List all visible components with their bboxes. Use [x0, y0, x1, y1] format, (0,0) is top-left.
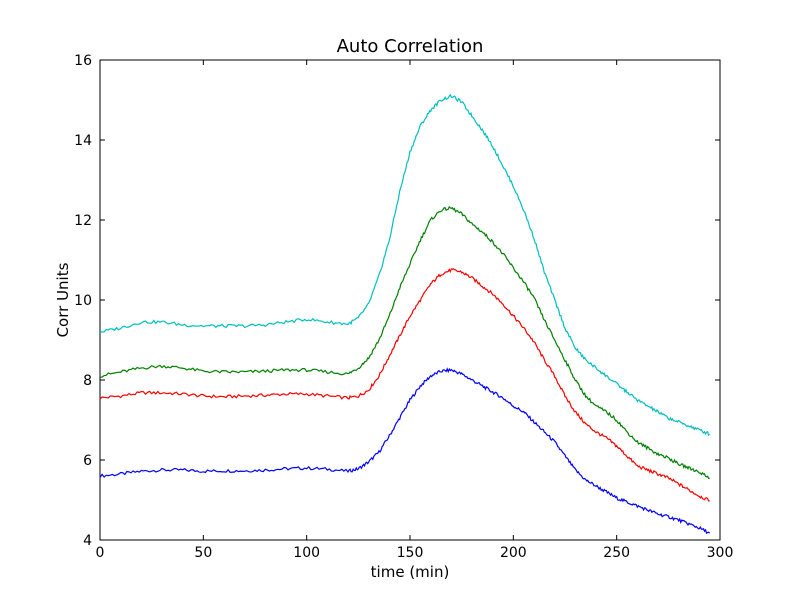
y-axis-title: Corr Units [54, 262, 72, 337]
x-tick-label: 150 [397, 545, 424, 561]
y-tick-label: 4 [83, 533, 92, 549]
y-tick-label: 16 [74, 53, 92, 69]
series-line-3 [99, 205, 710, 480]
y-tick-label: 8 [83, 373, 92, 389]
x-tick-label: 0 [96, 545, 105, 561]
y-axis-ticks: 4 6 8 10 12 14 16 [74, 53, 720, 549]
y-tick-label: 6 [83, 453, 92, 469]
series-line-1 [99, 367, 711, 535]
series-line-2 [99, 268, 710, 502]
x-axis-title: time (min) [371, 563, 450, 581]
x-tick-label: 300 [707, 545, 734, 561]
y-tick-label: 14 [74, 133, 92, 149]
y-tick-label: 10 [74, 293, 92, 309]
x-tick-label: 200 [500, 545, 527, 561]
x-axis-ticks: 0 50 100 150 200 250 300 [96, 60, 734, 561]
series-layer [99, 93, 711, 535]
x-tick-label: 250 [603, 545, 630, 561]
y-tick-label: 12 [74, 213, 92, 229]
chart-title: Auto Correlation [337, 36, 484, 57]
x-tick-label: 50 [194, 545, 212, 561]
series-line-4 [99, 93, 711, 437]
x-tick-label: 100 [293, 545, 320, 561]
